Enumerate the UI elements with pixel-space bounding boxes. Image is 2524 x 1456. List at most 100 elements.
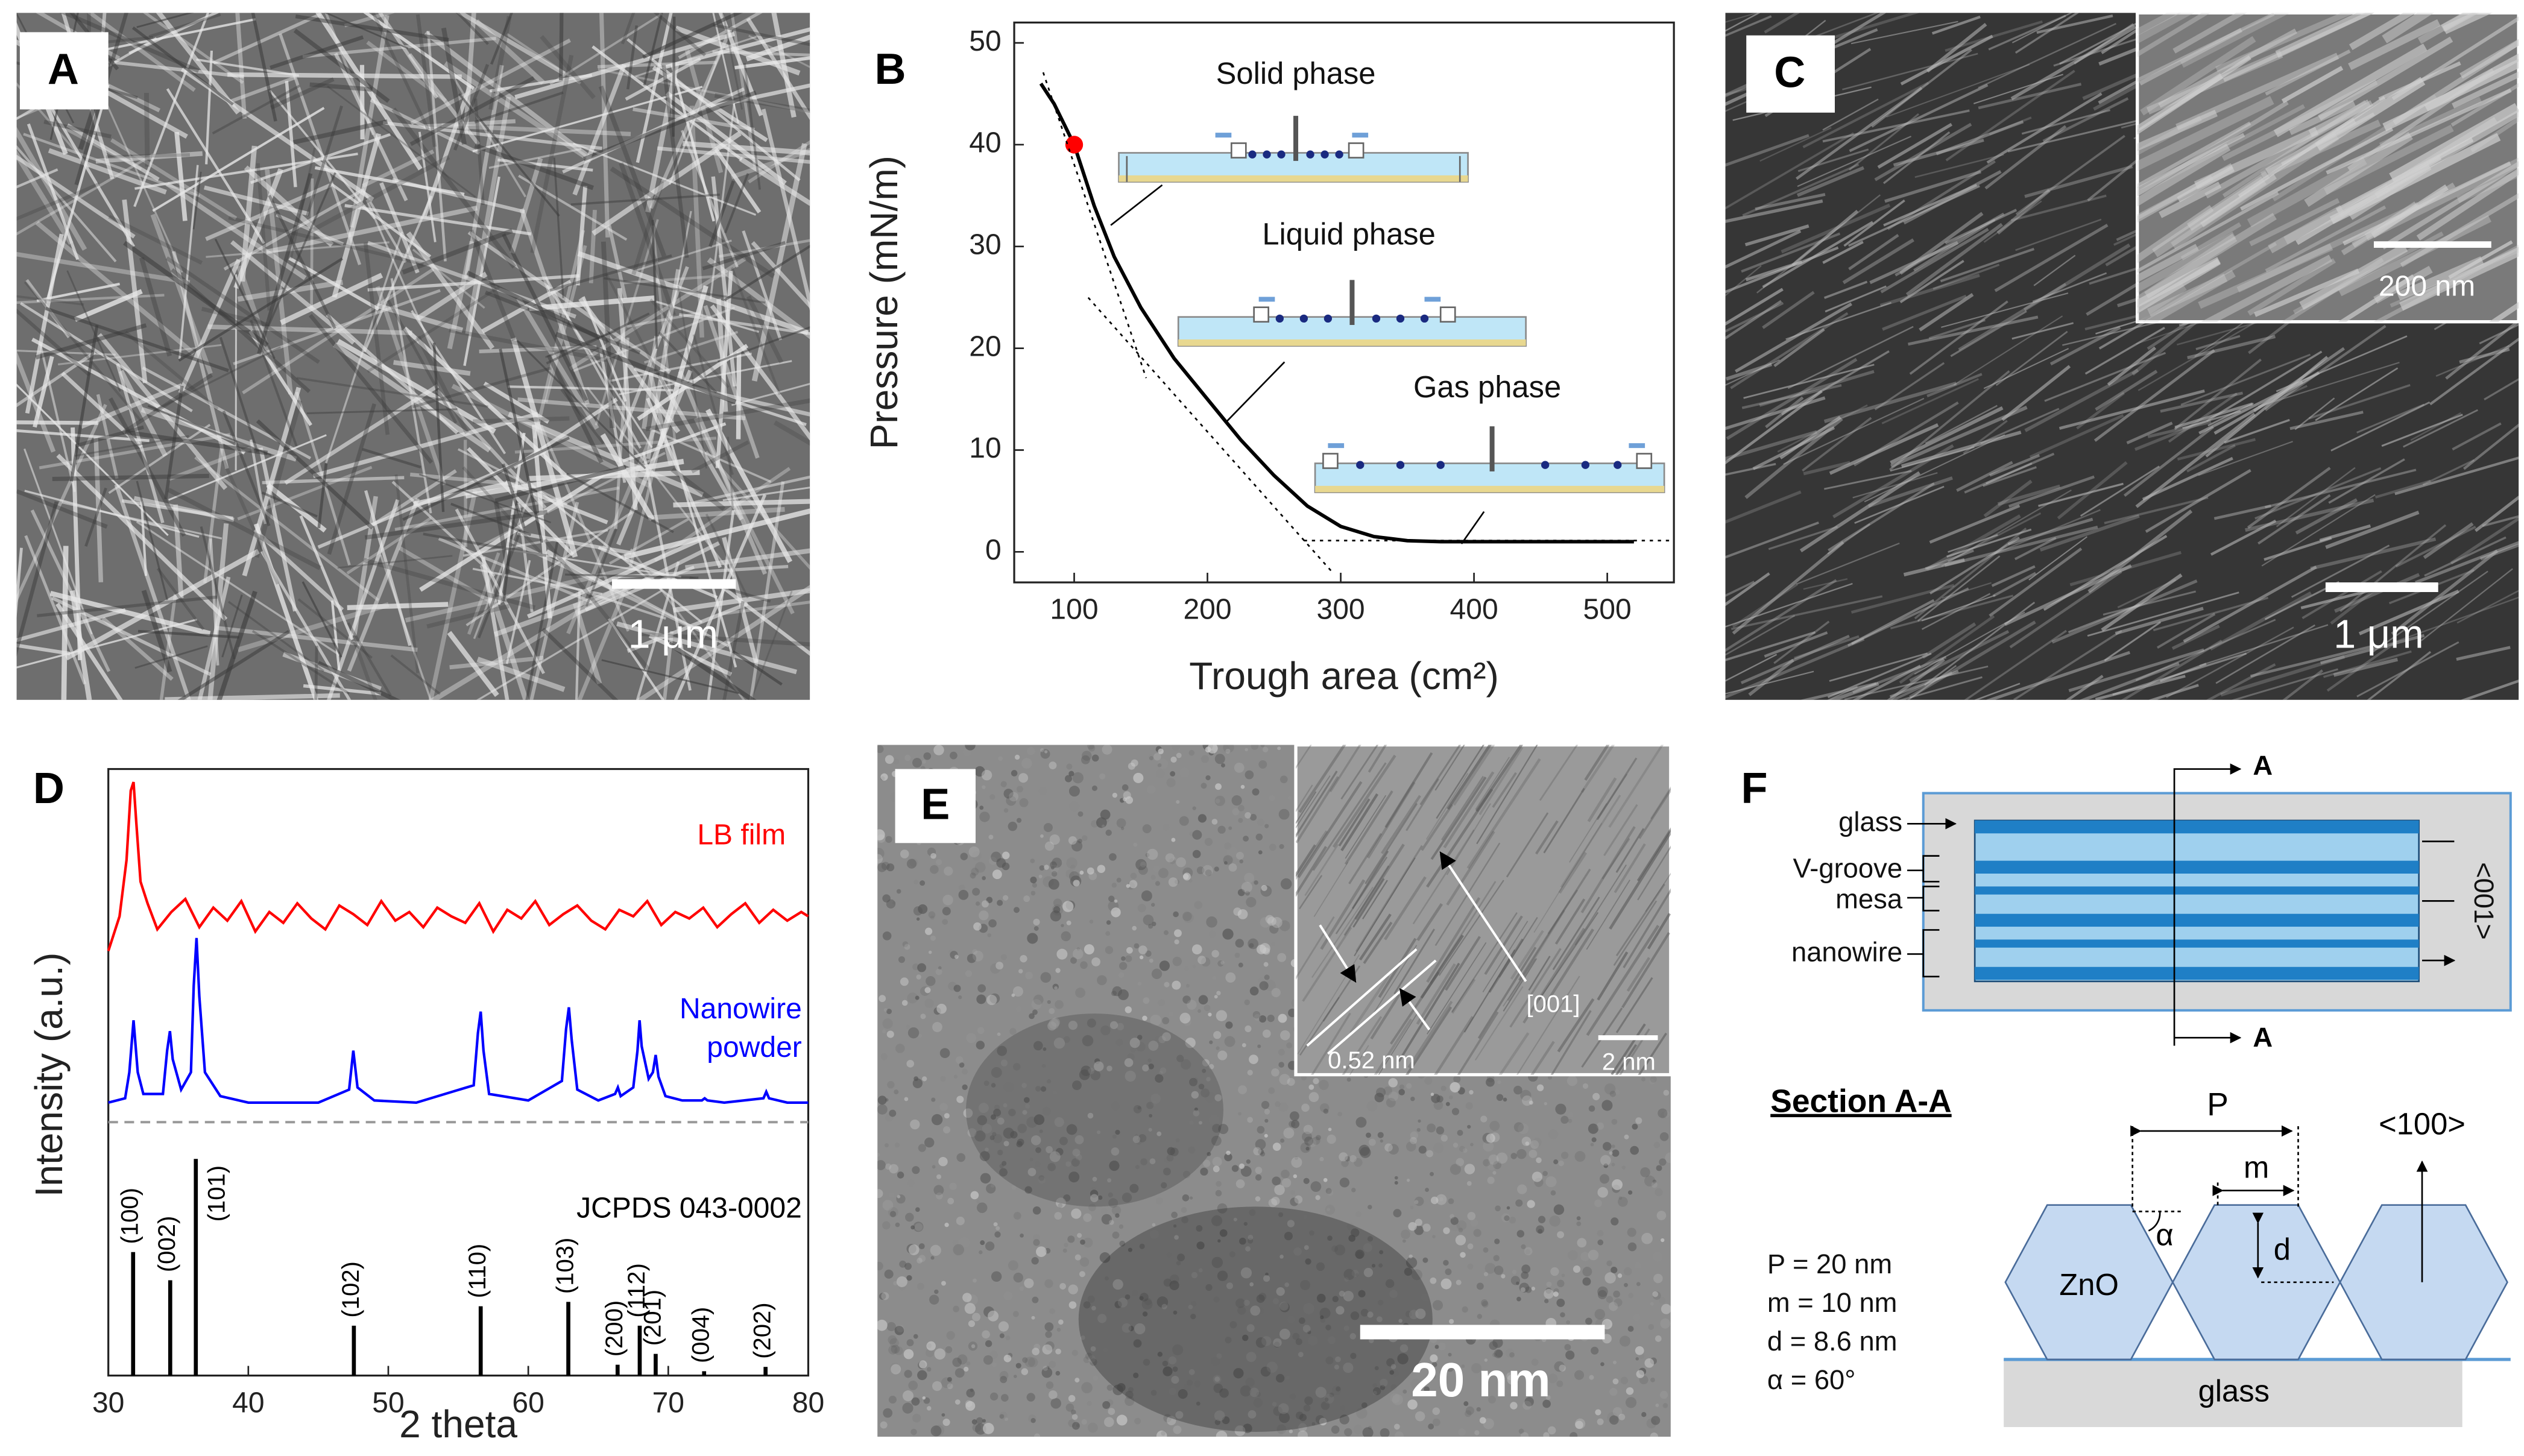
- texture-dot: [912, 1078, 923, 1089]
- texture-dot: [1406, 1141, 1416, 1152]
- texture-line: [540, 35, 596, 99]
- texture-line: [712, 13, 739, 124]
- texture-line: [588, 210, 597, 283]
- texture-dot: [1040, 748, 1044, 752]
- texture-line: [1725, 13, 1761, 32]
- texture-line: [1740, 634, 1850, 684]
- texture-line: [1557, 998, 1595, 1053]
- texture-dot: [1168, 877, 1178, 887]
- texture-dot: [1327, 1190, 1334, 1196]
- texture-dot: [1430, 1277, 1437, 1284]
- texture-line: [616, 370, 693, 546]
- texture-line: [2126, 421, 2173, 445]
- texture-line: [1901, 430, 2022, 468]
- texture-dot: [1138, 945, 1147, 954]
- texture-line: [1296, 916, 1335, 980]
- texture-line: [16, 150, 74, 245]
- texture-line: [2115, 607, 2204, 635]
- texture-line: [108, 423, 211, 494]
- texture-dot: [1367, 1236, 1374, 1242]
- texture-dot: [1169, 1388, 1176, 1396]
- texture-dot: [1044, 1279, 1053, 1288]
- texture-dot: [930, 915, 935, 920]
- texture-line: [2356, 403, 2425, 433]
- texture-line: [1539, 745, 1579, 801]
- texture-dot: [916, 917, 920, 921]
- texture-line: [456, 13, 489, 45]
- texture-dot: [1458, 1228, 1463, 1233]
- texture-dot: [1211, 819, 1218, 825]
- texture-dot: [976, 1202, 988, 1213]
- texture-dot: [1063, 1036, 1070, 1043]
- texture-line: [1991, 565, 2036, 587]
- texture-line: [1725, 300, 1782, 340]
- texture-dot: [885, 755, 894, 764]
- texture-line: [2059, 389, 2205, 430]
- reference-label: (202): [749, 1302, 776, 1358]
- texture-dot: [1220, 763, 1225, 767]
- texture-dot: [1594, 1199, 1602, 1208]
- texture-dot: [882, 1221, 891, 1230]
- texture-dot: [941, 1413, 945, 1417]
- reference-label: (101): [204, 1165, 230, 1221]
- texture-line: [1299, 997, 1340, 1056]
- texture-line: [2318, 36, 2453, 121]
- texture-line: [646, 397, 722, 569]
- highlight-point: [1065, 136, 1084, 154]
- texture-dot: [1635, 1346, 1644, 1355]
- texture-line: [473, 416, 570, 424]
- texture-line: [2475, 495, 2519, 532]
- texture-line: [1506, 812, 1549, 878]
- texture-dot: [1402, 1239, 1406, 1243]
- texture-line: [502, 233, 588, 402]
- texture-dot: [1516, 1281, 1519, 1285]
- texture-dot: [1394, 1431, 1404, 1437]
- texture-dot: [906, 859, 917, 869]
- texture-line: [1560, 795, 1621, 888]
- texture-dot: [1451, 1108, 1460, 1115]
- texture-dot: [1143, 997, 1150, 1004]
- texture-line: [1416, 963, 1456, 1025]
- texture-line: [1554, 898, 1586, 945]
- texture-line: [16, 308, 91, 377]
- texture-line: [2268, 205, 2345, 254]
- texture-dot: [906, 1025, 910, 1029]
- reference-label: (110): [464, 1244, 491, 1298]
- texture-line: [332, 133, 382, 298]
- texture-dot: [1216, 1010, 1228, 1021]
- texture-line: [1518, 868, 1591, 981]
- texture-line: [410, 38, 571, 125]
- texture-dot: [989, 1392, 999, 1401]
- texture-dot: [1033, 1041, 1043, 1051]
- texture-dot: [1191, 944, 1202, 955]
- texture-dot: [1275, 1101, 1281, 1108]
- y-tick-label: 0: [985, 534, 1002, 566]
- texture-line: [1755, 193, 1826, 211]
- texture-line: [1823, 470, 1912, 490]
- texture-line: [2137, 115, 2202, 156]
- texture-dot: [1563, 1097, 1568, 1101]
- texture-dot: [1373, 1387, 1381, 1396]
- texture-dot: [1079, 1257, 1090, 1267]
- texture-line: [1332, 754, 1396, 848]
- texture-line: [402, 436, 570, 522]
- texture-line: [2459, 39, 2519, 79]
- texture-line: [2137, 175, 2213, 221]
- texture-line: [708, 180, 735, 247]
- texture-line: [1574, 864, 1627, 945]
- texture-line: [1994, 224, 2109, 292]
- texture-dot: [896, 1325, 904, 1332]
- texture-line: [424, 30, 592, 160]
- texture-line: [2137, 258, 2221, 314]
- texture-dot: [1208, 930, 1216, 938]
- texture-line: [670, 467, 726, 511]
- texture-line: [1441, 775, 1484, 840]
- texture-line: [2186, 444, 2236, 473]
- texture-dot: [1603, 1163, 1609, 1168]
- texture-dot: [1604, 1272, 1616, 1284]
- texture-dot: [936, 859, 942, 865]
- texture-dot: [1248, 938, 1259, 950]
- texture-line: [623, 508, 810, 559]
- texture-dot: [967, 1128, 977, 1138]
- texture-dot: [1116, 1023, 1125, 1031]
